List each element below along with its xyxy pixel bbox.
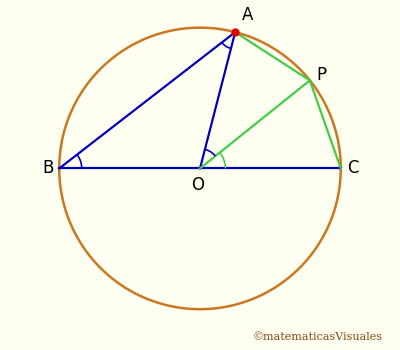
Text: O: O — [191, 176, 204, 194]
Text: ©matematicasVisuales: ©matematicasVisuales — [252, 332, 382, 342]
Text: P: P — [317, 66, 327, 84]
Text: A: A — [242, 6, 254, 24]
Text: B: B — [42, 159, 53, 177]
Text: C: C — [347, 159, 358, 177]
